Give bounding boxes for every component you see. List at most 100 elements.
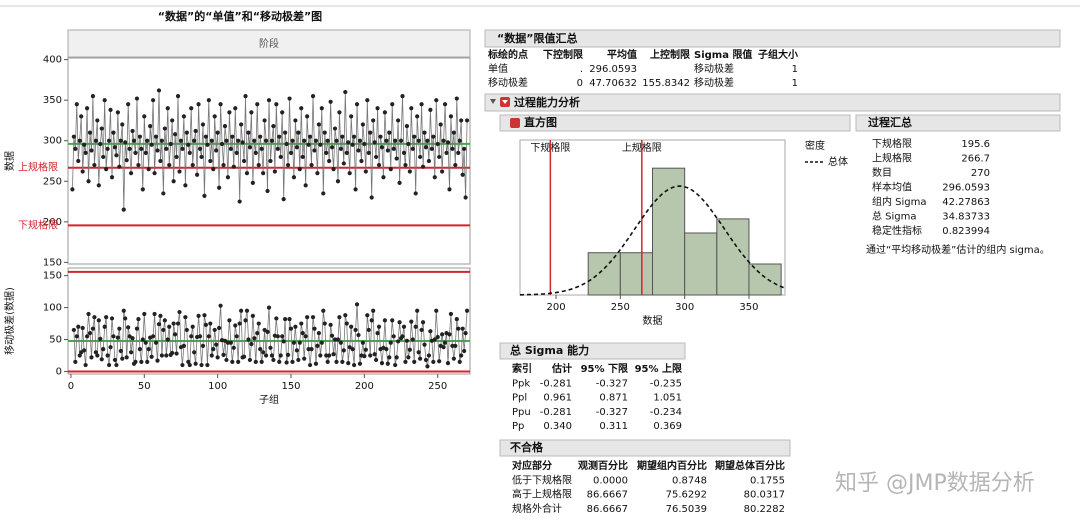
point [346,140,351,145]
menu-icon[interactable] [510,118,520,128]
section-bar[interactable] [499,114,851,132]
point [84,334,90,339]
point [290,138,295,143]
point [196,313,201,318]
point [397,320,402,325]
point [372,140,377,145]
point [371,118,376,123]
point [186,142,191,147]
point [92,315,97,320]
point [263,353,269,358]
point [233,323,238,328]
point [379,145,385,150]
point [87,130,93,135]
point [409,319,414,324]
point [95,118,100,123]
summary-value: 0.823994 [942,226,990,237]
point [412,359,417,364]
point [274,316,279,321]
section-bar[interactable] [484,93,1061,112]
point [277,134,282,139]
point [217,325,222,331]
point [442,102,448,107]
point [92,162,97,168]
section-bar[interactable] [499,342,686,360]
point [84,106,90,111]
table-cell: 86.6667 [587,490,628,501]
point [250,313,255,318]
point [111,130,116,135]
disclosure-icon[interactable] [490,99,496,104]
section-bar[interactable] [499,439,791,457]
point [259,359,264,364]
point [385,148,390,153]
y-tick-label: 300 [43,136,62,147]
point [149,354,154,359]
table-cell: 0.961 [543,393,572,404]
point [277,359,282,364]
section-bar[interactable] [855,114,1061,132]
point [423,145,429,150]
table-cell: 86.6667 [587,504,628,515]
point [87,331,93,336]
point [327,353,332,358]
point [435,334,440,340]
point [128,350,134,355]
point [80,169,85,174]
table-header: 期望总体百分比 [715,459,785,472]
point [309,346,314,352]
point [170,118,175,123]
point [334,138,339,143]
point [447,332,452,337]
point [415,114,420,119]
point [337,315,342,320]
point [98,141,103,147]
point [155,358,160,363]
watermark: 知乎 @JMP数据分析 [835,471,1035,496]
point [134,326,140,331]
point [209,353,214,358]
x-tick-label: 100 [208,381,227,392]
point [374,154,379,160]
point [441,345,446,350]
point [371,308,376,313]
point [256,162,261,168]
series-line [72,90,468,210]
point [362,354,367,359]
point [313,138,319,143]
point [445,361,451,366]
point [139,146,144,151]
y-tick-label: 150 [43,257,62,268]
summary-value: 266.7 [961,154,990,165]
table-cell: 规格外合计 [512,502,562,515]
point [305,315,310,320]
table-cell: 0.340 [543,421,572,432]
point [218,102,223,107]
point [388,340,393,345]
point [153,134,159,139]
point [73,359,78,364]
point [252,138,257,143]
point [283,130,288,135]
point [460,172,465,177]
summary-value: 296.0593 [942,183,990,194]
point [287,316,292,322]
point [208,321,213,326]
point [331,352,336,357]
y-tick-label: 50 [49,335,62,346]
table-cell: 移动极差 [694,76,734,89]
table-header: 索引 [512,362,532,375]
point [453,343,458,349]
point [321,308,326,313]
point [230,134,235,139]
point [118,138,123,143]
section-bar[interactable] [484,29,1061,48]
point [307,134,313,139]
point [224,138,229,143]
table-cell: 1.051 [653,393,682,404]
point [321,191,326,196]
point [199,154,204,160]
point [293,118,298,123]
section-title: 总 Sigma 能力 [510,343,589,357]
point [447,187,452,192]
